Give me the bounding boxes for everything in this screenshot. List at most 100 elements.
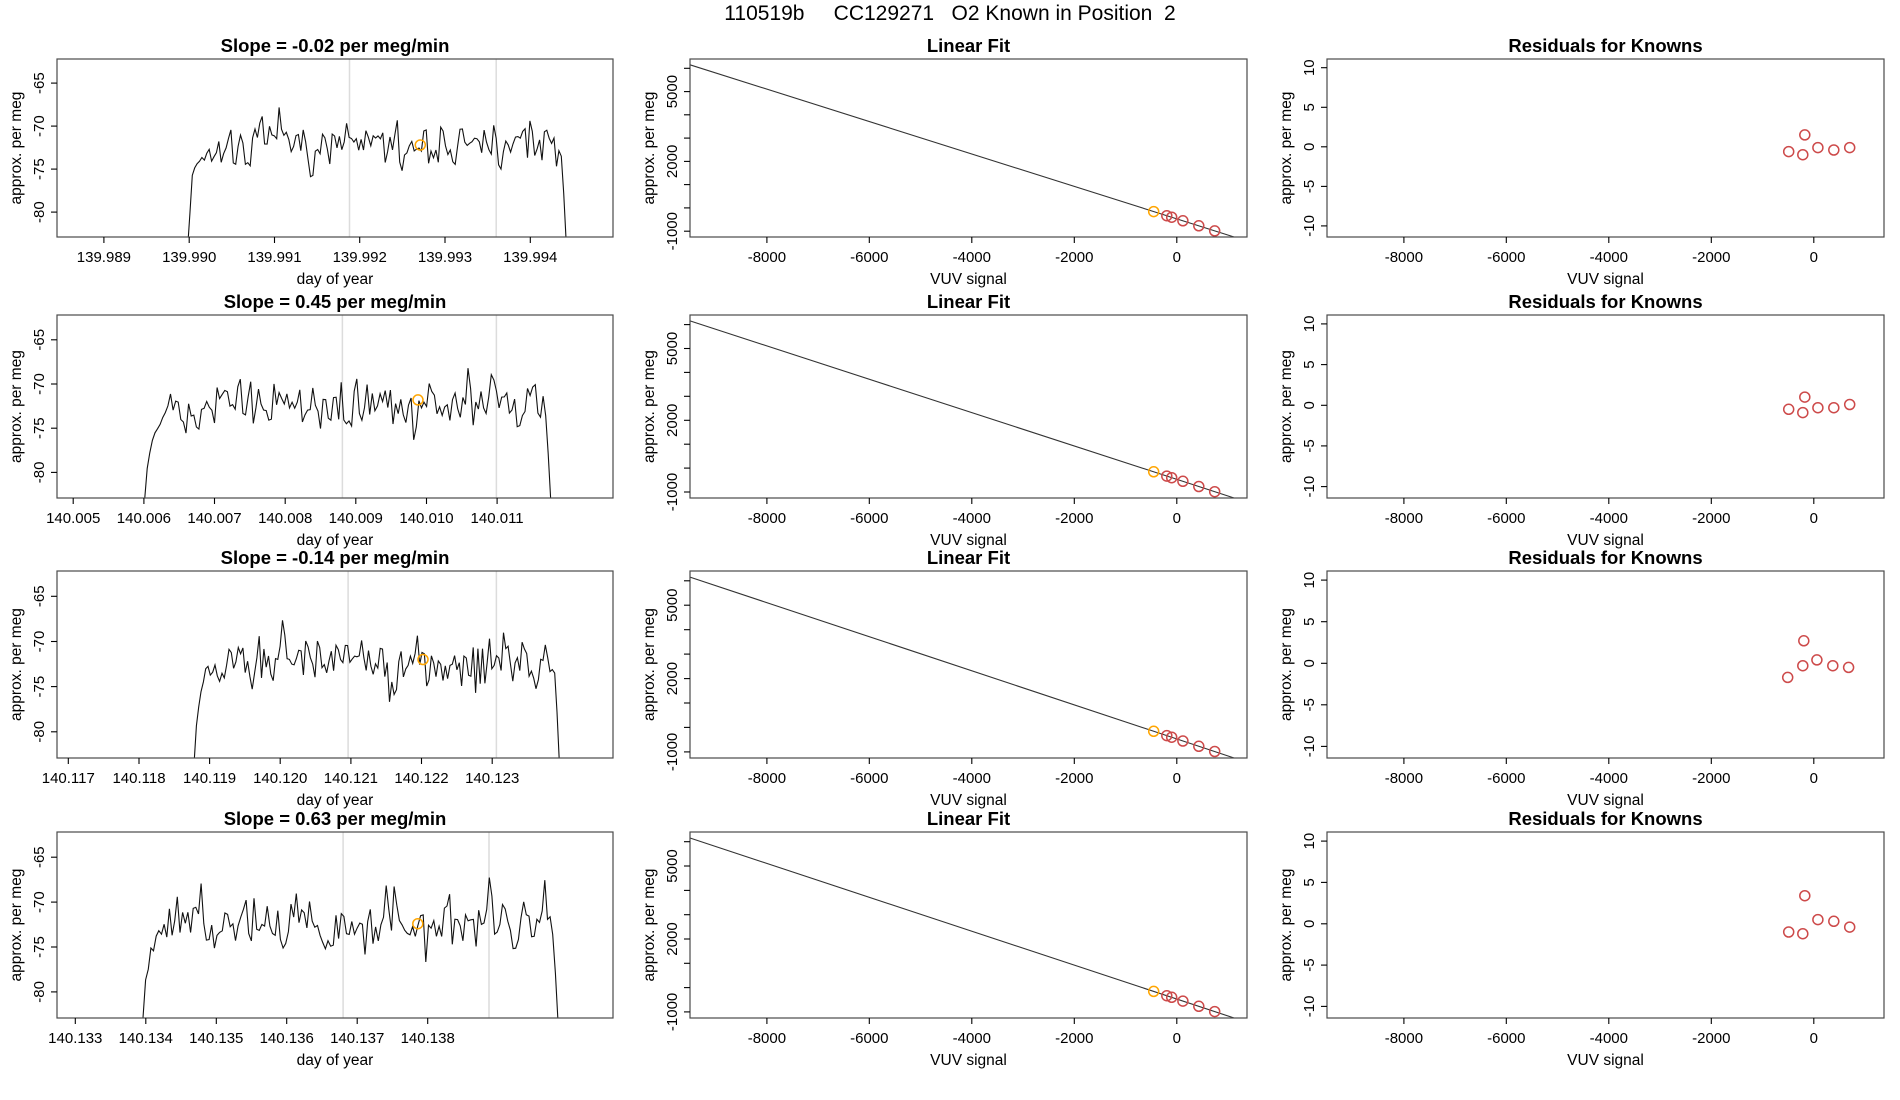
page-title: 110519b CC129271 O2 Known in Position 2 (724, 2, 1176, 25)
known-point (1161, 989, 1173, 1002)
known-point (1193, 1000, 1205, 1013)
x-tick-label: 140.010 (399, 510, 453, 527)
plot-r1-linearfit: -8000 -6000 -4000 -2000 0 -1000 2000 5000 Linear… (641, 291, 1248, 549)
y-axis-title: approx. per meg (641, 350, 658, 463)
y-tick-label: -65 (31, 585, 48, 607)
plot-r2-timeseries: 140.117 140.118 140.119 140.120 140.121 140.1… (8, 547, 614, 809)
known-point (1177, 995, 1189, 1007)
fit-line (689, 837, 1235, 1019)
plot-box (56, 831, 614, 1019)
x-tick-label: 0 (1810, 770, 1818, 787)
residual-point (1812, 401, 1824, 414)
plot-r0-linearfit: -8000 -6000 -4000 -2000 0 -1000 2000 5000 Linear… (641, 35, 1248, 288)
plot-box (56, 314, 614, 499)
y-tick-label: -65 (31, 72, 48, 94)
y-tick-label: -70 (31, 891, 48, 913)
known-point (1147, 205, 1160, 218)
plot-r3-linearfit: -8000 -6000 -4000 -2000 0 -1000 2000 5000 Linear… (641, 808, 1248, 1069)
x-tick-label: 140.134 (119, 1030, 173, 1047)
y-tick-label: 0 (1301, 920, 1318, 928)
x-tick-label: 139.990 (162, 249, 216, 266)
x-tick-label: 140.011 (471, 510, 524, 527)
plot-title: Slope = -0.14 per meg/min (221, 547, 450, 568)
x-axis-title: VUV signal (930, 271, 1007, 288)
plot-r3-residuals: -8000 -6000 -4000 -2000 0 10 5 0 -5 -10 Residuals … (1278, 808, 1885, 1069)
signal-line (187, 107, 567, 237)
y-axis-title: approx. per meg (1278, 608, 1295, 721)
plot-title: Linear Fit (927, 291, 1010, 312)
y-tick-label: 2000 (664, 662, 681, 695)
y-tick-label: 5 (1301, 878, 1318, 886)
y-tick-label: 0 (1301, 401, 1318, 409)
plot-r1-timeseries: 140.005 140.006 140.007 140.008 140.009 140.0… (8, 291, 614, 549)
x-tick-label: -4000 (953, 770, 991, 787)
x-tick-label: -6000 (850, 510, 888, 527)
x-tick-label: -8000 (1385, 770, 1423, 787)
residual-point (1812, 141, 1824, 154)
x-tick-label: -2000 (1692, 1030, 1730, 1047)
x-axis-title: VUV signal (1567, 271, 1644, 288)
x-tick-label: 140.117 (42, 770, 95, 787)
x-tick-label: -2000 (1692, 249, 1730, 266)
y-axis-title: approx. per meg (641, 869, 658, 982)
y-axis-title: approx. per meg (641, 92, 658, 205)
x-tick-label: 139.992 (333, 249, 387, 266)
y-tick-label: -80 (31, 201, 48, 223)
x-tick-label: -2000 (1055, 1030, 1093, 1047)
y-axis-title: approx. per meg (1278, 92, 1295, 205)
y-tick-label: -70 (31, 631, 48, 653)
y-tick-label: -5 (1301, 180, 1318, 193)
residual-point (1828, 144, 1840, 156)
x-tick-label: 0 (1173, 770, 1181, 787)
residual-point (1798, 635, 1810, 647)
plot-title: Linear Fit (927, 35, 1010, 56)
plot-box (1326, 58, 1885, 238)
y-tick-label: 10 (1301, 572, 1318, 589)
residual-point (1799, 129, 1811, 141)
y-axis-title: approx. per meg (8, 869, 25, 982)
plot-title: Residuals for Knowns (1508, 291, 1702, 312)
x-tick-label: -4000 (1590, 770, 1628, 787)
y-tick-label: -5 (1301, 958, 1318, 971)
plot-r2-residuals: -8000 -6000 -4000 -2000 0 10 5 0 -5 -10 Residuals … (1278, 547, 1885, 809)
x-tick-label: -6000 (1487, 249, 1525, 266)
y-tick-label: -1000 (664, 212, 681, 250)
residual-point (1797, 927, 1809, 940)
known-point (1177, 735, 1189, 747)
x-tick-label: -6000 (1487, 1030, 1525, 1047)
x-tick-label: 140.006 (117, 510, 171, 527)
x-tick-label: -2000 (1692, 770, 1730, 787)
plot-box (1326, 570, 1885, 759)
y-tick-label: -75 (31, 158, 48, 180)
plot-r0-residuals: -8000 -6000 -4000 -2000 0 10 5 0 -5 -10 Residuals … (1278, 35, 1885, 288)
y-tick-label: -10 (1301, 996, 1318, 1018)
x-tick-label: 139.991 (247, 249, 301, 266)
y-tick-label: -75 (31, 676, 48, 698)
x-tick-label: 0 (1173, 510, 1181, 527)
known-point (1193, 220, 1205, 232)
plot-r2-linearfit: -8000 -6000 -4000 -2000 0 -1000 2000 5000 Linear… (641, 547, 1248, 809)
plot-title: Linear Fit (927, 547, 1010, 568)
x-tick-label: 140.138 (401, 1030, 455, 1047)
plot-box (689, 831, 1248, 1019)
sample-marker (412, 394, 424, 406)
y-tick-label: 5000 (664, 332, 681, 365)
x-tick-label: 140.123 (465, 770, 519, 787)
y-tick-label: -70 (31, 373, 48, 395)
x-axis-title: VUV signal (1567, 792, 1644, 809)
x-tick-label: -6000 (850, 1030, 888, 1047)
x-tick-label: -6000 (1487, 770, 1525, 787)
x-axis-title: day of year (297, 271, 374, 288)
y-tick-label: -65 (31, 846, 48, 868)
y-tick-label: 5000 (664, 75, 681, 108)
plot-box (56, 570, 614, 759)
y-tick-label: 0 (1301, 143, 1318, 151)
y-tick-label: -1000 (664, 473, 681, 511)
x-axis-title: day of year (297, 532, 374, 549)
plot-r0-timeseries: 139.989 139.990 139.991 139.992 139.993 139.9… (8, 35, 614, 288)
x-tick-label: 139.994 (503, 249, 557, 266)
y-tick-label: -1000 (664, 733, 681, 771)
plot-title: Linear Fit (927, 808, 1010, 829)
known-point (1208, 745, 1221, 758)
